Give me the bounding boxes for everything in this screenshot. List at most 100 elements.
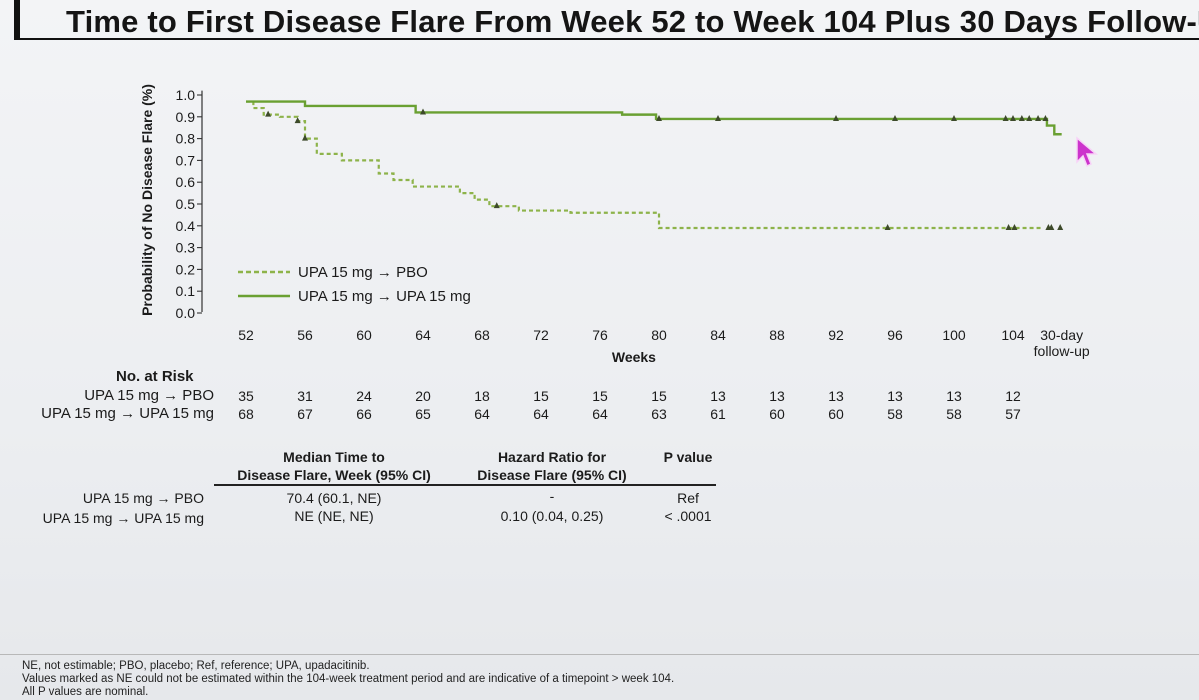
risk-table-header: No. at Risk (116, 368, 194, 385)
x-tick-label: 52 (238, 327, 254, 343)
censor-mark-upa (1042, 114, 1049, 121)
x-tick-label: 88 (769, 327, 785, 343)
footnote-ne: Values marked as NE could not be estimat… (22, 673, 675, 685)
pointer-cursor-icon (1076, 136, 1099, 168)
censor-mark-pbo (1057, 223, 1064, 230)
hr-pbo: - (549, 488, 555, 504)
risk-value-pbo: 15 (533, 388, 549, 404)
risk-value-pbo: 24 (356, 388, 372, 404)
censor-mark-upa (1035, 114, 1042, 121)
y-tick-label: 0.8 (176, 131, 196, 147)
risk-value-upa: 64 (474, 406, 490, 422)
risk-value-upa: 60 (828, 406, 844, 422)
median-upa: NE (NE, NE) (294, 508, 374, 524)
table-row-label-pbo: UPA 15 mg → PBO (82, 490, 204, 506)
table-rule (214, 484, 716, 486)
p-upa: < .0001 (664, 508, 712, 524)
p-header: P value (652, 448, 724, 466)
censor-mark-pbo (1048, 223, 1055, 230)
risk-value-pbo: 12 (1005, 388, 1021, 404)
censor-mark-upa (1002, 114, 1009, 121)
risk-value-pbo: 15 (592, 388, 608, 404)
x-tick-label: 100 (942, 327, 966, 343)
median-pbo: 70.4 (60.1, NE) (286, 490, 382, 506)
x-tick-label: 60 (356, 327, 372, 343)
median-header-line2: Disease Flare, Week (95% CI) (237, 467, 431, 483)
median-header: Median Time to Disease Flare, Week (95% … (214, 448, 454, 484)
y-tick-label: 0.1 (176, 283, 196, 299)
footer-rule (0, 654, 1199, 655)
risk-value-upa: 63 (651, 406, 667, 422)
x-tick-label: 80 (651, 327, 667, 343)
censor-mark-pbo (302, 134, 308, 141)
risk-value-pbo: 13 (887, 388, 903, 404)
censor-mark-upa (420, 108, 426, 115)
series-line-pbo (246, 100, 1043, 230)
y-tick-label: 0.9 (176, 109, 196, 125)
risk-value-pbo: 31 (297, 388, 313, 404)
y-tick-label: 0.0 (176, 305, 196, 321)
risk-value-upa: 64 (533, 406, 549, 422)
risk-value-pbo: 13 (946, 388, 962, 404)
km-chart: 0.0 0.1 0.2 0.3 0.4 0.5 0.6 0.7 0.8 0.9 1.0 Probabi… (139, 84, 1090, 365)
y-tick-label: 0.2 (176, 261, 196, 277)
censor-mark-pbo (1011, 223, 1018, 230)
risk-row-label-pbo: UPA 15 mg → PBO (84, 387, 214, 404)
x-tick-label: 68 (474, 327, 490, 343)
risk-value-pbo: 35 (238, 388, 254, 404)
risk-value-pbo: 18 (474, 388, 490, 404)
median-header-line1: Median Time to (283, 449, 385, 465)
x-tick-label: 96 (887, 327, 903, 343)
x-tick-label: 56 (297, 327, 313, 343)
footnote-p: All P values are nominal. (22, 686, 149, 698)
risk-value-upa: 58 (887, 406, 903, 422)
hr-header-line1: Hazard Ratio for (497, 449, 607, 465)
y-tick-label: 0.7 (176, 152, 196, 168)
risk-value-upa: 58 (946, 406, 962, 422)
risk-value-upa: 57 (1005, 406, 1021, 422)
censor-mark-pbo (294, 117, 301, 124)
x-tick-label: 104 (1001, 327, 1025, 343)
risk-value-pbo: 15 (651, 388, 667, 404)
p-header-line2: P value (663, 449, 713, 465)
censor-mark-pbo (1005, 223, 1012, 230)
series-line-upa (246, 100, 1062, 136)
risk-value-upa: 68 (238, 406, 254, 422)
y-tick-label: 0.6 (176, 174, 196, 190)
legend-label-upa: UPA 15 mg → UPA 15 mg (298, 288, 471, 305)
x-tick-label: 72 (533, 327, 549, 343)
risk-value-upa: 64 (592, 406, 608, 422)
y-tick-label: 0.5 (176, 196, 196, 212)
risk-value-upa: 61 (710, 406, 726, 422)
risk-value-pbo: 13 (828, 388, 844, 404)
censor-mark-upa (715, 114, 721, 121)
x-tick-label: 84 (710, 327, 726, 343)
y-tick-label: 0.4 (176, 218, 196, 234)
x-tick-label-followup: follow-up (1034, 343, 1090, 359)
risk-value-upa: 60 (769, 406, 785, 422)
table-row-label-upa: UPA 15 mg → UPA 15 mg (42, 510, 204, 526)
y-axis-label: Probability of No Disease Flare (%) (139, 84, 155, 316)
risk-row-label-upa: UPA 15 mg → UPA 15 mg (41, 405, 214, 422)
censor-mark-pbo (493, 202, 500, 209)
hr-header: Hazard Ratio for Disease Flare (95% CI) (462, 448, 642, 484)
y-tick-label: 1.0 (176, 87, 196, 103)
censor-mark-upa (1010, 114, 1016, 121)
censor-mark-upa (1026, 114, 1033, 121)
censor-mark-upa (951, 114, 957, 121)
x-tick-label: 92 (828, 327, 844, 343)
y-tick-label: 0.3 (176, 240, 196, 256)
slide-title: Time to First Disease Flare From Week 52… (66, 4, 1199, 39)
legend-label-pbo: UPA 15 mg → PBO (298, 264, 428, 281)
censor-mark-upa (656, 114, 662, 121)
censor-mark-upa (1018, 114, 1025, 121)
x-axis-label: Weeks (612, 349, 656, 365)
risk-value-pbo: 13 (769, 388, 785, 404)
risk-value-pbo: 20 (415, 388, 431, 404)
risk-value-upa: 67 (297, 406, 313, 422)
risk-value-pbo: 13 (710, 388, 726, 404)
risk-value-upa: 66 (356, 406, 372, 422)
title-bar: Time to First Disease Flare From Week 52… (14, 0, 1199, 40)
hr-header-line2: Disease Flare (95% CI) (477, 467, 627, 483)
p-pbo: Ref (677, 490, 699, 506)
